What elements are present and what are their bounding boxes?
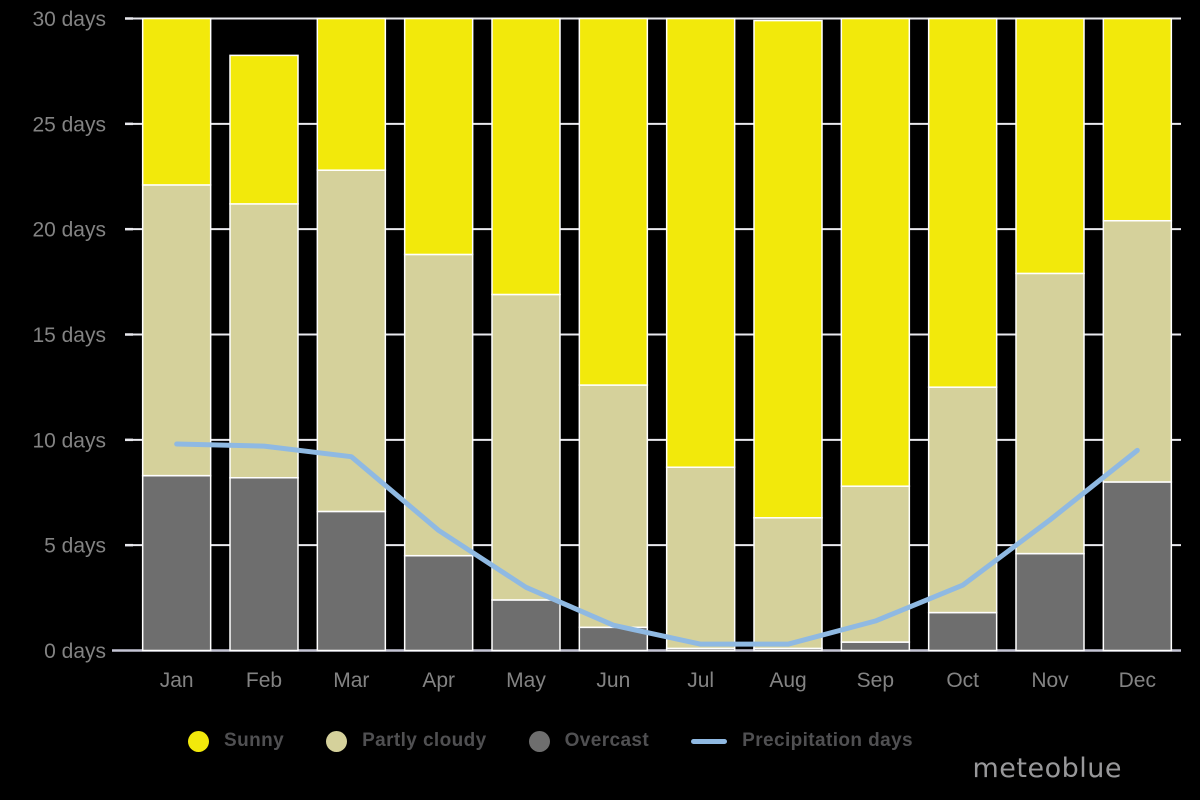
y-axis-label-5-days: 5 days bbox=[44, 535, 106, 558]
x-axis-label-nov: Nov bbox=[1031, 669, 1069, 692]
x-axis-label-jun: Jun bbox=[596, 669, 630, 692]
bar-apr-sunny bbox=[403, 17, 474, 256]
bar-oct-overcast bbox=[927, 611, 998, 652]
bar-jan-overcast bbox=[141, 474, 212, 652]
bar-oct-partly-cloudy bbox=[927, 386, 998, 614]
bar-feb-sunny bbox=[229, 54, 299, 205]
bar-jul-partly-cloudy bbox=[665, 466, 736, 650]
partly-cloudy-swatch-icon bbox=[326, 730, 348, 752]
meteoblue-logo[interactable]: meteoblue bbox=[972, 753, 1122, 784]
x-axis-label-sep: Sep bbox=[857, 669, 894, 692]
legend-label-sunny: Sunny bbox=[224, 730, 285, 751]
bar-nov-overcast bbox=[1015, 552, 1085, 652]
bar-may-partly-cloudy bbox=[491, 293, 561, 601]
bar-feb-overcast bbox=[229, 477, 299, 652]
x-axis-label-jan: Jan bbox=[160, 669, 194, 692]
bar-jan-sunny bbox=[141, 17, 212, 186]
bar-aug-sunny bbox=[753, 19, 823, 519]
bar-dec-sunny bbox=[1102, 17, 1173, 222]
y-axis-label-10-days: 10 days bbox=[32, 429, 106, 452]
bar-sep-overcast bbox=[840, 641, 911, 652]
bar-jan-partly-cloudy bbox=[141, 184, 212, 477]
legend-item-sunny: Sunny bbox=[188, 730, 284, 752]
x-axis-label-oct: Oct bbox=[946, 669, 979, 692]
legend-item-partly-cloudy: Partly cloudy bbox=[326, 730, 487, 752]
bar-dec-partly-cloudy bbox=[1102, 219, 1173, 483]
chart-plot-area: 0 days 5 days 10 days 15 days 20 days 25 days… bbox=[32, 8, 1181, 692]
bar-jun-sunny bbox=[578, 17, 649, 386]
legend-label-overcast: Overcast bbox=[564, 730, 650, 751]
bar-may-sunny bbox=[491, 17, 561, 296]
bar-jun-partly-cloudy bbox=[578, 384, 649, 629]
bar-mar-sunny bbox=[316, 17, 387, 171]
bar-may-overcast bbox=[491, 599, 561, 652]
x-axis-label-dec: Dec bbox=[1119, 669, 1156, 692]
legend-item-precipitation-days: Precipitation days bbox=[691, 730, 913, 752]
bar-oct-sunny bbox=[927, 17, 998, 388]
bar-nov-sunny bbox=[1015, 17, 1085, 275]
y-axis-label-0-days: 0 days bbox=[44, 640, 106, 663]
precipitation-line-swatch-icon bbox=[691, 738, 728, 744]
x-axis-label-may: May bbox=[506, 669, 546, 692]
y-axis-label-30-days: 30 days bbox=[32, 8, 106, 31]
y-axis-label-15-days: 15 days bbox=[32, 324, 106, 347]
legend-label-partly-cloudy: Partly cloudy bbox=[362, 730, 487, 751]
bar-sep-partly-cloudy bbox=[840, 485, 911, 643]
bar-nov-partly-cloudy bbox=[1015, 272, 1085, 555]
bar-feb-partly-cloudy bbox=[229, 203, 299, 479]
x-axis-label-aug: Aug bbox=[769, 669, 806, 692]
x-axis-label-feb: Feb bbox=[246, 669, 282, 692]
legend-item-overcast: Overcast bbox=[528, 730, 650, 752]
legend-label-precipitation-days: Precipitation days bbox=[742, 730, 914, 751]
y-axis-label-20-days: 20 days bbox=[32, 219, 106, 242]
bar-aug-partly-cloudy bbox=[753, 517, 823, 650]
bar-mar-overcast bbox=[316, 510, 387, 652]
x-axis-label-jul: Jul bbox=[687, 669, 714, 692]
chart-legend: Sunny Partly cloudy Overcast Precipitati… bbox=[188, 730, 913, 752]
bar-mar-partly-cloudy bbox=[316, 169, 387, 513]
bar-apr-partly-cloudy bbox=[403, 253, 474, 557]
sunny-swatch-icon bbox=[188, 730, 209, 752]
bar-sep-sunny bbox=[840, 17, 911, 487]
precipitation-days-line bbox=[174, 441, 1140, 647]
bar-apr-overcast bbox=[403, 554, 474, 652]
bar-dec-overcast bbox=[1102, 481, 1173, 652]
bar-jul-sunny bbox=[665, 17, 736, 468]
overcast-swatch-icon bbox=[528, 730, 550, 752]
x-axis-label-apr: Apr bbox=[422, 669, 455, 692]
y-axis-label-25-days: 25 days bbox=[32, 113, 106, 136]
x-axis-label-mar: Mar bbox=[333, 669, 369, 692]
